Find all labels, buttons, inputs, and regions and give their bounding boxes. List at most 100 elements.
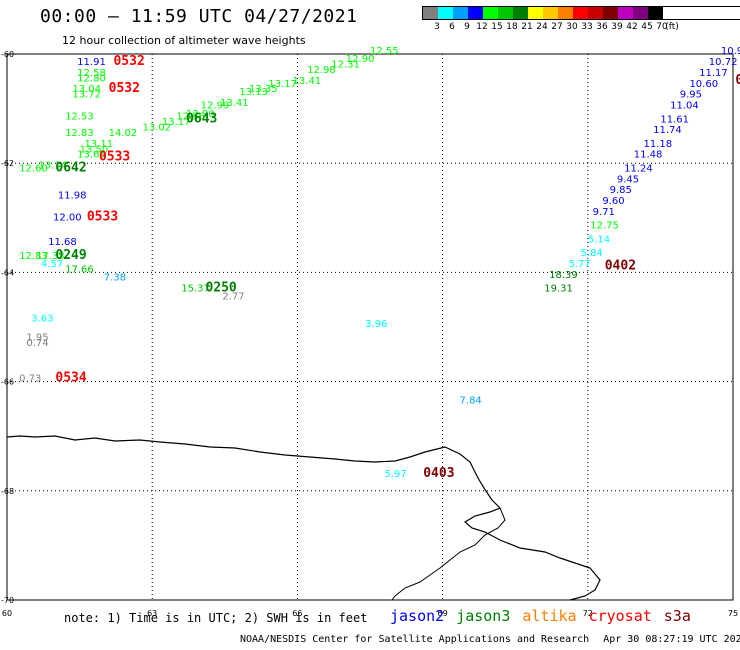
pass-time-label: 0249 (55, 248, 86, 263)
lat-tick-label: -62 (1, 159, 14, 168)
satellite-jason3: jason3 (456, 607, 511, 625)
pass-time-label: 0533 (87, 210, 118, 225)
legend-tick: 15 (491, 22, 503, 32)
legend-tick: 3 (434, 22, 440, 32)
wave-height-value: 12.55 (370, 46, 399, 57)
wave-height-value: 12.31 (331, 60, 360, 71)
wave-height-value: 12.53 (65, 112, 94, 123)
legend-tick: 12 (476, 22, 488, 32)
wave-height-value: 12.75 (590, 221, 619, 232)
wave-height-value: 11.24 (624, 163, 653, 174)
antarctic-coastline (6, 435, 601, 601)
legend-tick-labels: 3 6 9 12 15 18 21 24 27 30 33 36 39 42 45 70 (ft) (422, 20, 740, 34)
wave-height-value: 9.60 (602, 196, 624, 207)
wave-height-value: 13.13 (239, 87, 268, 98)
satellite-jason2: jason2 (390, 607, 445, 625)
pass-time-label: 0402 (605, 259, 636, 274)
pass-time-label: 0642 (55, 160, 86, 175)
footer-note: note: 1) Time is in UTC; 2) SWH is in fe… (64, 611, 368, 625)
inner-coastline (391, 507, 506, 601)
wave-height-value: 1.95 (26, 333, 48, 344)
legend-swatch (468, 7, 483, 19)
wave-height-value: 11.04 (670, 101, 699, 112)
legend-swatch (483, 7, 498, 19)
legend-swatch (603, 7, 618, 19)
wave-height-value: 12.83 (19, 251, 48, 262)
color-legend: 3 6 9 12 15 18 21 24 27 30 33 36 39 42 45 70 (ft) (422, 6, 740, 34)
axis-tick-labels: 60 63 66 69 72 75 -60 -62 -64 -66 -68 -70 (1, 50, 738, 618)
legend-tick: 33 (581, 22, 593, 32)
wave-height-value: 3.63 (31, 314, 53, 325)
legend-swatch (618, 7, 633, 19)
legend-tick: 30 (566, 22, 578, 32)
wave-height-value: 11.91 (77, 57, 106, 68)
wave-height-value: 11.61 (660, 114, 689, 125)
legend-swatch (513, 7, 528, 19)
legend-swatch (453, 7, 468, 19)
wave-height-value: 13.02 (143, 122, 172, 133)
wave-height-value: 13.14 (38, 161, 67, 172)
map-frame (6, 53, 734, 601)
lat-lon-grid (7, 54, 733, 600)
wave-height-value: 9.71 (593, 207, 615, 218)
wave-height-value: 11.68 (48, 237, 77, 248)
wave-height-value: 12.99 (201, 101, 230, 112)
wave-height-value: 10.60 (689, 79, 718, 90)
wave-height-value: 13.17 (268, 79, 297, 90)
wave-height-value: 12.90 (186, 109, 215, 120)
legend-swatch (588, 7, 603, 19)
lat-tick-label: -68 (1, 487, 14, 496)
wave-height-value: 3.96 (365, 319, 387, 330)
pass-time-label: 0403 (423, 466, 454, 481)
wave-height-value: 9.45 (617, 174, 639, 185)
wave-height-value: 5.84 (581, 248, 603, 259)
legend-swatch (648, 7, 663, 19)
lon-tick-label: 72 (583, 609, 593, 618)
map-title: 00:00 – 11:59 UTC 04/27/2021 (40, 6, 358, 27)
satellite-cryosat: cryosat (588, 607, 652, 625)
pass-time-label: 0643 (186, 111, 217, 126)
lat-tick-label: -64 (1, 268, 14, 277)
legend-tick: 42 (626, 22, 638, 32)
wave-height-value: 15.37 (181, 284, 210, 295)
wave-height-value: 17.33 (36, 251, 65, 262)
credit-text: NOAA/NESDIS Center for Satellite Applica… (240, 634, 590, 645)
wave-height-value: 11.17 (699, 68, 728, 79)
legend-swatch (558, 7, 573, 19)
legend-tick: 45 (641, 22, 653, 32)
lat-tick-label: -70 (1, 596, 14, 605)
wave-height-value: 13.50 (80, 144, 109, 155)
pass-time-label: 0532 (109, 81, 140, 96)
wave-height-value: 11.74 (653, 125, 682, 136)
wave-height-value: 12.80 (77, 73, 106, 84)
pass-time-label: 0 (735, 73, 740, 88)
wave-height-value: 9.85 (610, 185, 632, 196)
wave-height-value: 13.72 (72, 90, 101, 101)
wave-height-value: 18.39 (549, 270, 578, 281)
wave-height-value: 11.48 (634, 150, 663, 161)
wave-height-value: 11.18 (643, 139, 672, 150)
wave-height-value: 7.84 (460, 395, 482, 406)
wave-height-value: 13.11 (84, 139, 113, 150)
pass-time-label: 0532 (113, 54, 144, 69)
wave-height-value: 2.77 (222, 292, 244, 303)
wave-height-value: 7.38 (104, 273, 126, 284)
lon-tick-label: 69 (438, 609, 448, 618)
wave-height-value: 17.66 (65, 264, 94, 275)
legend-tick: 18 (506, 22, 518, 32)
lon-tick-label: 75 (728, 609, 738, 618)
wave-height-value: 12.60 (19, 163, 48, 174)
legend-tick: 6 (449, 22, 455, 32)
legend-tick: 27 (551, 22, 563, 32)
legend-tick: 21 (521, 22, 533, 32)
legend-tick: 9 (464, 22, 470, 32)
wave-height-value: 5.97 (385, 469, 407, 480)
satellite-s3a: s3a (663, 607, 691, 625)
legend-swatch (633, 7, 648, 19)
wave-height-value: 11.98 (58, 191, 87, 202)
wave-height-value: 13.04 (72, 84, 101, 95)
legend-swatch (498, 7, 513, 19)
legend-swatch (423, 7, 438, 19)
